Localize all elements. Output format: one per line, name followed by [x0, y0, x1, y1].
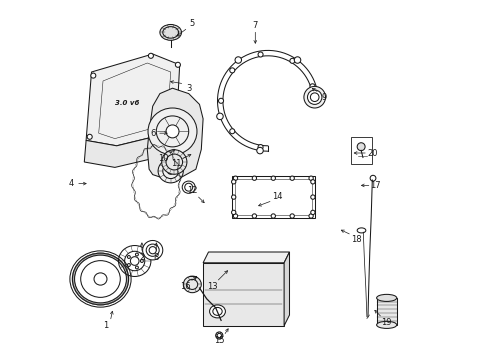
Polygon shape [84, 131, 176, 167]
Text: 15: 15 [214, 336, 224, 345]
Circle shape [294, 57, 300, 63]
Circle shape [314, 90, 320, 96]
Text: 10: 10 [158, 154, 168, 163]
Text: 19: 19 [381, 318, 391, 327]
Circle shape [233, 214, 237, 218]
Polygon shape [147, 88, 203, 178]
Circle shape [256, 147, 263, 154]
Circle shape [231, 210, 235, 215]
Circle shape [127, 264, 130, 266]
Circle shape [148, 53, 153, 58]
Text: 5: 5 [189, 19, 195, 28]
Bar [376, 298, 396, 325]
Ellipse shape [160, 24, 181, 40]
Polygon shape [284, 252, 289, 326]
Circle shape [258, 145, 263, 150]
Ellipse shape [148, 108, 197, 155]
Circle shape [233, 176, 237, 180]
Circle shape [229, 129, 234, 134]
Circle shape [309, 84, 314, 89]
Circle shape [289, 176, 294, 180]
Circle shape [135, 253, 138, 256]
Circle shape [175, 62, 180, 67]
Circle shape [289, 214, 294, 218]
Text: 16: 16 [180, 282, 190, 291]
Circle shape [270, 214, 275, 218]
Circle shape [215, 332, 223, 339]
Ellipse shape [167, 168, 174, 174]
Text: 2: 2 [139, 253, 144, 262]
Text: 9: 9 [321, 93, 325, 102]
Circle shape [270, 176, 275, 180]
Circle shape [310, 195, 314, 199]
Circle shape [235, 57, 241, 63]
Circle shape [252, 214, 256, 218]
Circle shape [231, 180, 235, 184]
Circle shape [218, 98, 223, 103]
Circle shape [127, 256, 130, 258]
Circle shape [252, 176, 256, 180]
Circle shape [308, 176, 313, 180]
Circle shape [258, 52, 263, 57]
Ellipse shape [307, 90, 321, 104]
Circle shape [87, 134, 92, 139]
Text: 20: 20 [366, 149, 377, 158]
Circle shape [216, 113, 223, 120]
Circle shape [310, 180, 314, 184]
Ellipse shape [94, 273, 107, 285]
Ellipse shape [209, 305, 225, 318]
Bar [350, 137, 371, 164]
Circle shape [91, 73, 96, 78]
Circle shape [310, 210, 314, 215]
Ellipse shape [166, 125, 179, 138]
Bar [231, 176, 314, 218]
Ellipse shape [183, 276, 201, 293]
Text: 11: 11 [170, 159, 181, 168]
Text: 12: 12 [187, 186, 197, 195]
Ellipse shape [142, 240, 163, 260]
Circle shape [135, 266, 138, 269]
Text: 6: 6 [150, 129, 155, 138]
Text: 17: 17 [370, 181, 381, 190]
Text: 1: 1 [103, 321, 108, 330]
Ellipse shape [376, 294, 396, 301]
Text: 7: 7 [252, 21, 258, 30]
Circle shape [231, 195, 235, 199]
Text: 8: 8 [153, 253, 159, 262]
Ellipse shape [162, 150, 186, 174]
Polygon shape [203, 252, 289, 263]
Text: 3.0 v6: 3.0 v6 [115, 100, 140, 105]
Bar [234, 179, 311, 215]
Circle shape [229, 68, 234, 73]
Text: 3: 3 [185, 84, 191, 93]
Text: 14: 14 [271, 192, 282, 201]
Text: 13: 13 [206, 282, 217, 291]
Text: 18: 18 [350, 235, 361, 244]
Circle shape [140, 260, 143, 262]
Polygon shape [203, 263, 284, 326]
Polygon shape [86, 54, 179, 146]
Ellipse shape [303, 86, 325, 108]
Ellipse shape [158, 159, 183, 183]
Circle shape [308, 214, 313, 218]
Ellipse shape [376, 321, 396, 328]
Text: 4: 4 [69, 179, 74, 188]
Ellipse shape [182, 181, 195, 193]
Circle shape [289, 58, 294, 63]
Circle shape [171, 127, 177, 132]
Circle shape [356, 143, 365, 151]
